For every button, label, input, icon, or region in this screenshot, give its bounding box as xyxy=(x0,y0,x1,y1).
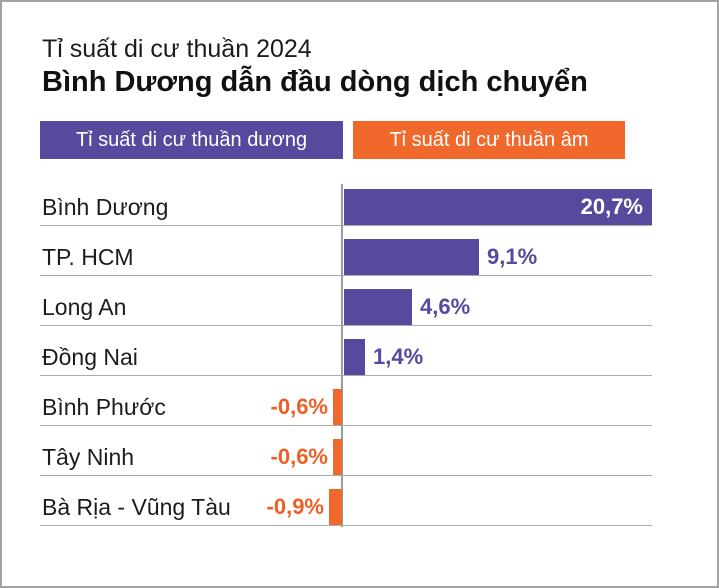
gridline xyxy=(40,275,652,276)
chart-title: Tỉ suất di cư thuần 2024 xyxy=(42,35,312,63)
gridline xyxy=(40,225,652,226)
gridline xyxy=(40,325,652,326)
bar-positive xyxy=(344,339,365,375)
bar-positive xyxy=(344,239,479,275)
value-label: 9,1% xyxy=(487,244,538,269)
value-label: 4,6% xyxy=(420,294,471,319)
value-label: 20,7% xyxy=(580,194,643,219)
bar-negative xyxy=(329,489,342,525)
value-label: -0,9% xyxy=(266,494,324,519)
category-label: TP. HCM xyxy=(42,243,134,270)
legend-positive-label: Tỉ suất di cư thuần dương xyxy=(75,128,308,151)
chart-row: Bà Rịa - Vũng Tàu -0,9% xyxy=(2,476,717,526)
legend-negative-label: Tỉ suất di cư thuần âm xyxy=(389,128,589,151)
value-label: -0,6% xyxy=(270,444,328,469)
bar-positive xyxy=(344,289,412,325)
category-label: Long An xyxy=(42,293,127,320)
chart-row: Bình Phước -0,6% xyxy=(2,376,717,426)
bar-negative xyxy=(333,389,342,425)
chart-row: TP. HCM 9,1% xyxy=(2,226,717,276)
chart-row: Đồng Nai 1,4% xyxy=(2,326,717,376)
bar-chart: Bình Dương 20,7% TP. HCM 9,1% Long An 4,6% Đồn… xyxy=(2,176,717,528)
category-label: Bà Rịa - Vũng Tàu xyxy=(42,493,231,520)
chart-row: Long An 4,6% xyxy=(2,276,717,326)
category-label: Bình Dương xyxy=(42,193,169,220)
chart-subtitle: Bình Dương dẫn đầu dòng dịch chuyển xyxy=(42,66,588,98)
legend-positive-badge: Tỉ suất di cư thuần dương xyxy=(40,121,343,159)
bar-negative xyxy=(333,439,342,475)
gridline xyxy=(40,475,652,476)
category-label: Bình Phước xyxy=(42,393,166,420)
legend-negative-badge: Tỉ suất di cư thuần âm xyxy=(353,121,625,159)
gridline xyxy=(40,375,652,376)
gridline xyxy=(40,425,652,426)
value-label: -0,6% xyxy=(270,394,328,419)
gridline xyxy=(40,525,652,526)
value-label: 1,4% xyxy=(373,344,424,369)
zero-axis-line xyxy=(341,184,343,527)
chart-row: Bình Dương 20,7% xyxy=(2,176,717,226)
category-label: Đồng Nai xyxy=(42,343,138,370)
bar-positive: 20,7% xyxy=(344,189,652,225)
chart-row: Tây Ninh -0,6% xyxy=(2,426,717,476)
category-label: Tây Ninh xyxy=(42,443,135,470)
